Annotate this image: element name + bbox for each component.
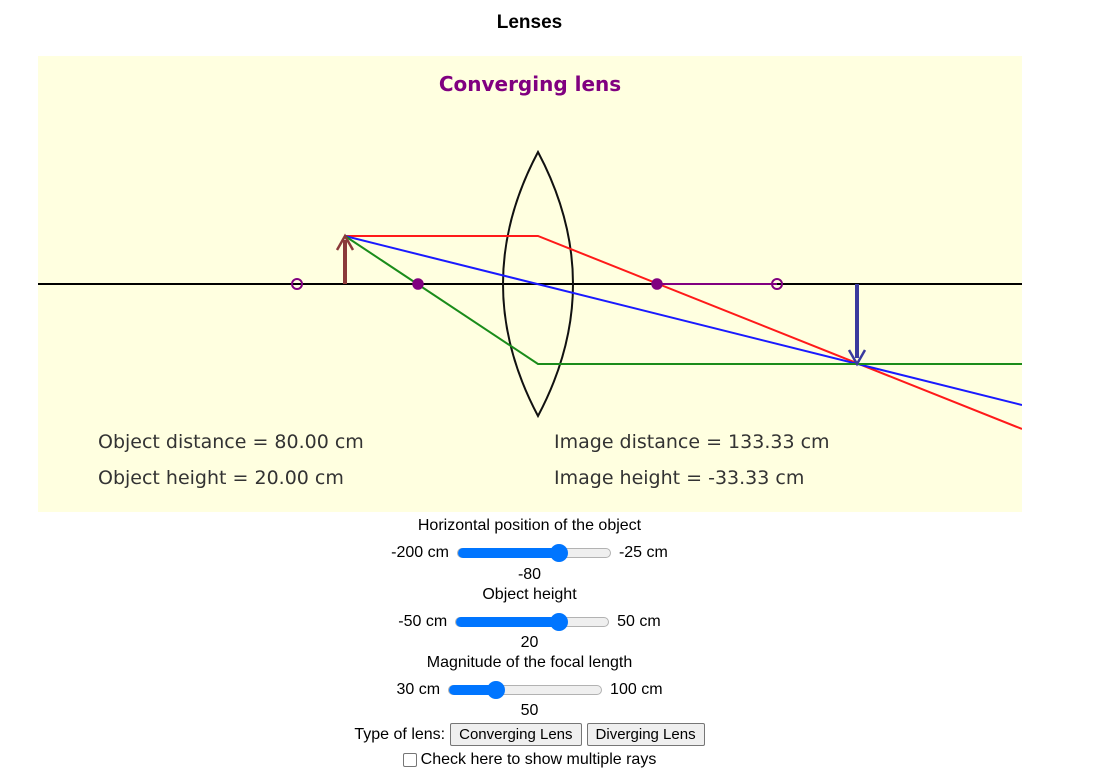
object-position-row: -200 cm -25 cm [0, 542, 1059, 564]
lens-type-row: Type of lens: Converging Lens Diverging … [0, 723, 1059, 746]
image-arrow [847, 284, 867, 367]
focal-point-right [651, 278, 663, 290]
focal-length-slider-fill [449, 685, 497, 695]
focal-length-min-label: 30 cm [396, 681, 441, 698]
object-position-max-label: -25 cm [618, 544, 668, 561]
object-height-readout: Object height = 20.00 cm [98, 467, 344, 489]
object-arrow [335, 233, 355, 284]
focal-point-left [412, 278, 424, 290]
lens-type-label: Type of lens: [354, 725, 446, 743]
multiple-rays-label: Check here to show multiple rays [420, 751, 657, 768]
diverging-lens-button[interactable]: Diverging Lens [586, 723, 705, 746]
diagram-title: Converging lens [438, 72, 622, 96]
focal-length-slider-thumb[interactable] [487, 681, 506, 699]
ray-parallel [345, 235, 1022, 430]
object-height-row: -50 cm 50 cm [0, 611, 1059, 633]
object-height-value: 20 [520, 634, 539, 651]
object-distance-readout: Object distance = 80.00 cm [98, 431, 364, 453]
focal-length-slider[interactable] [448, 681, 603, 699]
ray-center [344, 235, 1022, 406]
lens-diagram: Converging lens Object distance = 80.00 … [38, 56, 1022, 512]
multiple-rays-checkbox[interactable] [402, 753, 417, 767]
multiple-rays-row: Check here to show multiple rays [0, 751, 1059, 769]
object-height-label: Object height [482, 586, 577, 603]
ray-focal [344, 235, 1022, 365]
object-position-slider-fill [457, 548, 559, 558]
focal-point-left-outer [291, 278, 303, 290]
object-height-slider[interactable] [455, 613, 610, 631]
image-distance-readout: Image distance = 133.33 cm [554, 431, 830, 453]
focal-length-max-label: 100 cm [610, 681, 663, 698]
focal-length-value: 50 [520, 702, 539, 719]
page-title: Lenses [496, 12, 563, 33]
object-height-slider-thumb[interactable] [549, 613, 568, 631]
image-height-readout: Image height = -33.33 cm [554, 467, 805, 489]
lens-shape [502, 149, 574, 419]
object-position-label: Horizontal position of the object [417, 517, 642, 534]
object-position-slider-thumb[interactable] [549, 544, 568, 562]
object-height-slider-fill [456, 617, 559, 627]
focal-length-label: Magnitude of the focal length [426, 654, 633, 671]
converging-lens-button[interactable]: Converging Lens [450, 723, 582, 746]
object-position-slider[interactable] [456, 544, 611, 562]
focal-point-right-outer [771, 278, 783, 290]
object-height-max-label: 50 cm [617, 613, 661, 630]
object-height-min-label: -50 cm [398, 613, 448, 630]
object-position-value: -80 [517, 566, 542, 583]
ray-diagram-svg [38, 149, 1022, 430]
object-position-min-label: -200 cm [391, 544, 449, 561]
focal-length-row: 30 cm 100 cm [0, 679, 1059, 701]
